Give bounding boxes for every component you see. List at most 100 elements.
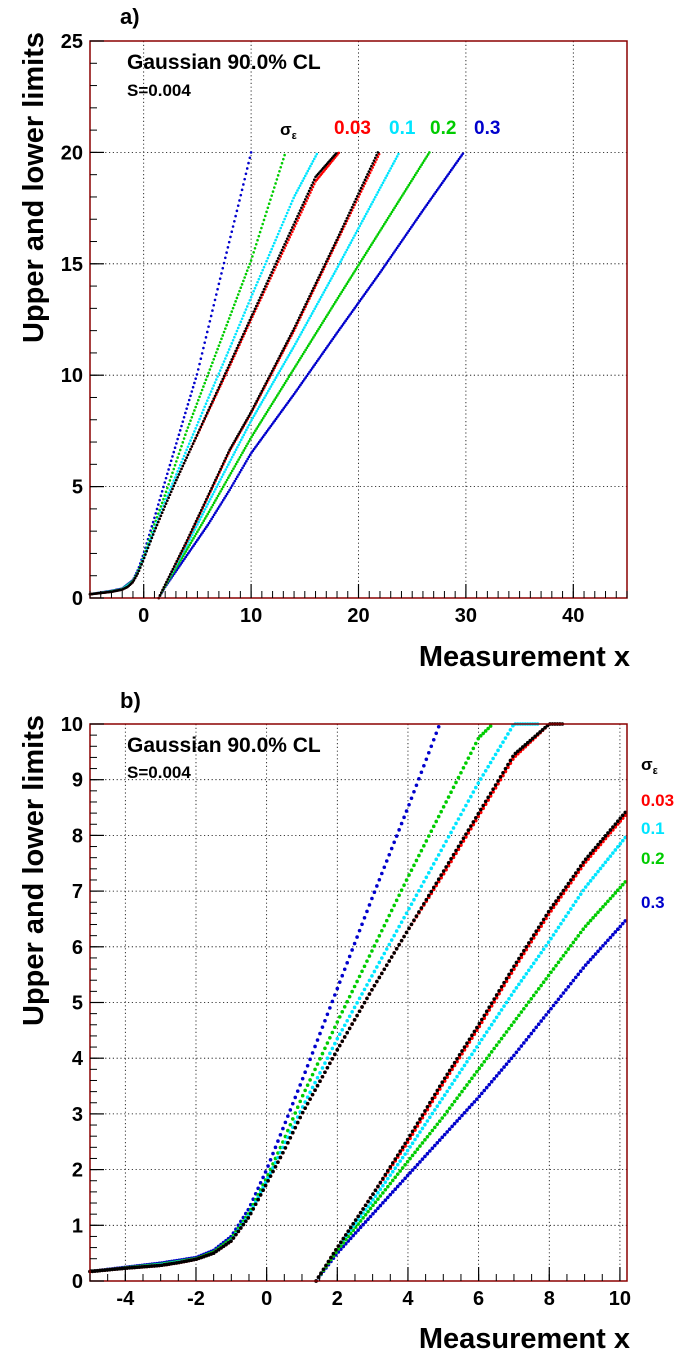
data-point [444,800,448,804]
panel-a-legend-0.1: 0.1 [389,118,416,139]
data-point [431,885,436,890]
data-point [354,268,358,271]
data-point [423,1109,427,1113]
data-point [190,546,194,549]
data-point [319,1271,323,1275]
data-point [472,1073,477,1077]
data-point [216,347,219,351]
data-point [271,190,275,193]
data-point [328,279,332,283]
data-point [339,230,342,234]
data-point [233,219,236,223]
data-point [326,345,329,348]
data-point [616,888,620,893]
data-point [393,206,396,210]
data-point [305,1083,310,1087]
data-point [342,967,347,972]
data-point [507,1059,511,1064]
data-point [272,400,275,403]
data-point [190,415,194,419]
data-point [409,868,414,873]
panel-a-ytick-label: 0 [72,588,83,610]
data-point [225,251,228,254]
data-point [419,165,422,169]
data-point [221,334,225,337]
data-point [270,271,274,274]
data-point [337,151,341,155]
data-point [376,1206,380,1211]
data-point [212,501,216,505]
data-point [225,354,228,357]
data-point [613,848,618,852]
data-point [322,350,326,354]
data-point [362,916,367,920]
data-point [340,258,344,261]
data-point [375,235,378,238]
data-point [623,835,628,840]
data-point [402,934,406,939]
data-point [321,1267,326,1272]
data-point [203,417,206,420]
data-point [430,1111,435,1116]
data-point [237,432,240,436]
data-point [203,527,207,531]
data-point [307,167,311,170]
data-point [419,884,424,889]
data-point [224,256,227,260]
data-point [377,272,381,276]
data-point [420,163,423,167]
data-point [215,293,218,296]
data-point [434,190,438,194]
data-point [328,1061,332,1066]
data-point [486,795,490,800]
data-point [328,1051,332,1056]
data-point [223,496,226,500]
data-point [546,973,551,978]
data-point [220,501,224,504]
data-point [285,379,288,383]
data-point [332,244,336,247]
data-point [439,183,443,187]
data-point [251,1207,256,1211]
data-point [524,1003,529,1008]
data-point [248,453,252,456]
data-point [244,308,248,311]
data-point [430,196,434,199]
data-point [502,1065,506,1069]
data-point [187,398,191,402]
data-point [254,429,257,432]
data-point [189,447,192,451]
data-point [230,230,234,234]
data-point [416,169,420,173]
data-point [287,234,290,238]
data-point [355,195,359,198]
data-point [424,875,429,880]
data-point [292,367,296,370]
data-point [278,369,282,373]
data-point [461,808,466,812]
data-point [203,517,207,520]
data-point [263,262,267,266]
data-point [473,785,478,790]
data-point [466,799,471,803]
data-point [399,240,403,244]
data-point [551,902,556,907]
data-point [384,220,387,224]
data-point [216,494,220,498]
data-point [381,1183,385,1188]
data-point [497,989,501,993]
data-point [480,1063,484,1067]
data-point [154,526,158,530]
data-point [388,257,391,261]
panel-b-series-lower-0.3 [314,919,628,1283]
data-point [177,473,181,476]
data-point [256,425,260,428]
data-point [250,418,253,422]
data-point [275,259,279,263]
data-point [266,206,270,210]
data-point [234,214,237,218]
data-point [166,472,169,476]
data-point [494,1043,499,1047]
data-point [493,752,498,757]
data-point [571,940,576,945]
